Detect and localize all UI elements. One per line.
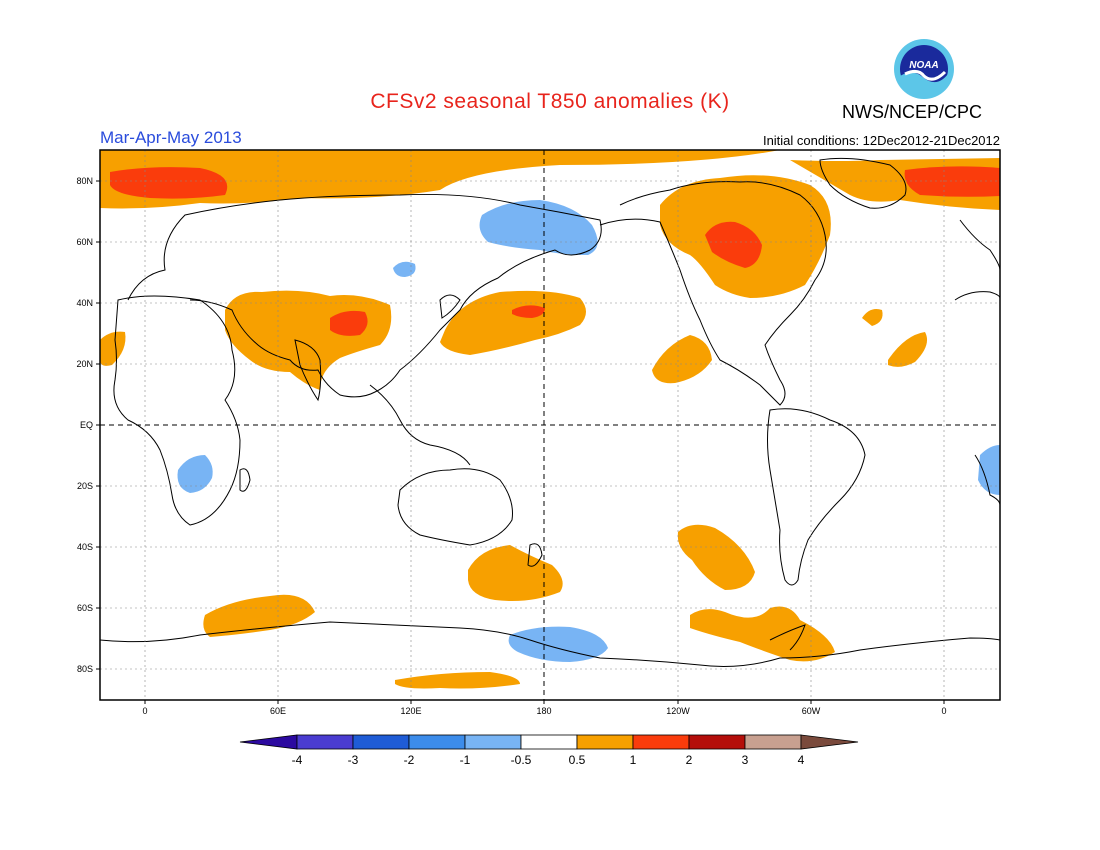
- lat-label: 80N: [76, 176, 93, 186]
- reference-lines: [100, 150, 1000, 700]
- lat-label: 20S: [77, 481, 93, 491]
- graticule: [100, 150, 1000, 700]
- colorbar-tick: 1: [630, 753, 637, 767]
- cool-anomaly-africa: [177, 455, 213, 493]
- colorbar-swatch: [352, 734, 410, 750]
- warm-anomaly-atlantic-blob: [862, 309, 883, 326]
- warm-anomaly-mexico-coast: [652, 335, 712, 384]
- colorbar-swatch: [296, 734, 354, 750]
- lon-label: 0: [941, 706, 946, 716]
- warm-anomaly-greenland-core: [904, 166, 1000, 197]
- lon-labels: 0 60E 120E 180 120W 60W 0: [142, 706, 946, 716]
- noaa-logo-icon: NOAA: [894, 39, 954, 99]
- warm-anomaly-scandinavia-core: [110, 167, 228, 199]
- colorbar-tick: 3: [742, 753, 749, 767]
- chart-title: CFSv2 seasonal T850 anomalies (K): [370, 90, 730, 113]
- warm-anomaly-north-pacific: [440, 290, 586, 355]
- lon-label: 180: [536, 706, 551, 716]
- lon-label: 120E: [400, 706, 421, 716]
- map-area: [100, 150, 1000, 700]
- colorbar-swatch: [576, 734, 634, 750]
- lat-label: 40N: [76, 298, 93, 308]
- colorbar-tick: -2: [404, 753, 415, 767]
- agency-label: NWS/NCEP/CPC: [842, 102, 983, 122]
- warm-anomaly-canada-core: [705, 221, 762, 268]
- colorbar-tick: 0.5: [569, 753, 586, 767]
- warm-anomaly-arctic-west: [100, 150, 780, 209]
- colorbar-swatch: [408, 734, 466, 750]
- colorbar-tick: 2: [686, 753, 693, 767]
- warm-anomaly-north-pacific-core: [512, 305, 545, 318]
- colorbar-swatch: [520, 734, 578, 750]
- colorbar-tick: -0.5: [511, 753, 532, 767]
- lat-label: 60S: [77, 603, 93, 613]
- initial-conditions: Initial conditions: 12Dec2012-21Dec2012: [762, 133, 1000, 148]
- warm-anomaly-n-africa: [100, 331, 126, 366]
- logo-text: NOAA: [909, 60, 938, 71]
- lon-label: 60E: [270, 706, 286, 716]
- warm-anomaly-atlantic-small: [888, 332, 928, 367]
- colorbar-swatch: [632, 734, 690, 750]
- warm-anomaly-s-ocean-east: [690, 606, 835, 662]
- cool-anomaly-ross-sea: [508, 626, 608, 662]
- colorbar-tick: -1: [460, 753, 471, 767]
- colorbar-tick: -4: [292, 753, 303, 767]
- lat-label: 40S: [77, 542, 93, 552]
- colorbar-tick: 4: [798, 753, 805, 767]
- lat-label: 20N: [76, 359, 93, 369]
- lat-ticks: [96, 180, 100, 670]
- lon-label: 60W: [802, 706, 821, 716]
- lat-label: 80S: [77, 664, 93, 674]
- cool-anomaly-s-atlantic: [978, 445, 1000, 495]
- warm-anomaly-new-zealand-south: [468, 545, 563, 601]
- colorbar-swatch: [688, 734, 746, 750]
- colorbar-cap-right: [800, 734, 859, 750]
- colorbar: -4 -3 -2 -1 -0.5 0.5 1 2 3 4: [239, 734, 859, 767]
- lat-label: 60N: [76, 237, 93, 247]
- warm-anomaly-s-pacific: [677, 524, 755, 590]
- lon-ticks: [144, 700, 945, 704]
- season-label: Mar-Apr-May 2013: [100, 128, 242, 147]
- cool-anomaly-central-asia: [393, 261, 416, 277]
- lat-labels: 80N 60N 40N 20N EQ 20S 40S 60S 80S: [76, 176, 93, 674]
- coastlines: [100, 157, 1000, 667]
- lon-label: 0: [142, 706, 147, 716]
- warm-anomaly-asia-core: [330, 310, 368, 336]
- lon-label: 120W: [666, 706, 690, 716]
- colorbar-swatch: [744, 734, 802, 750]
- colorbar-cap-left: [239, 734, 298, 750]
- warm-anomaly-antarctic-strip: [395, 672, 520, 689]
- colorbar-swatch: [464, 734, 522, 750]
- warm-anomaly-s-indian-ocean: [203, 594, 315, 637]
- lat-label: EQ: [80, 420, 93, 430]
- colorbar-tick: -3: [348, 753, 359, 767]
